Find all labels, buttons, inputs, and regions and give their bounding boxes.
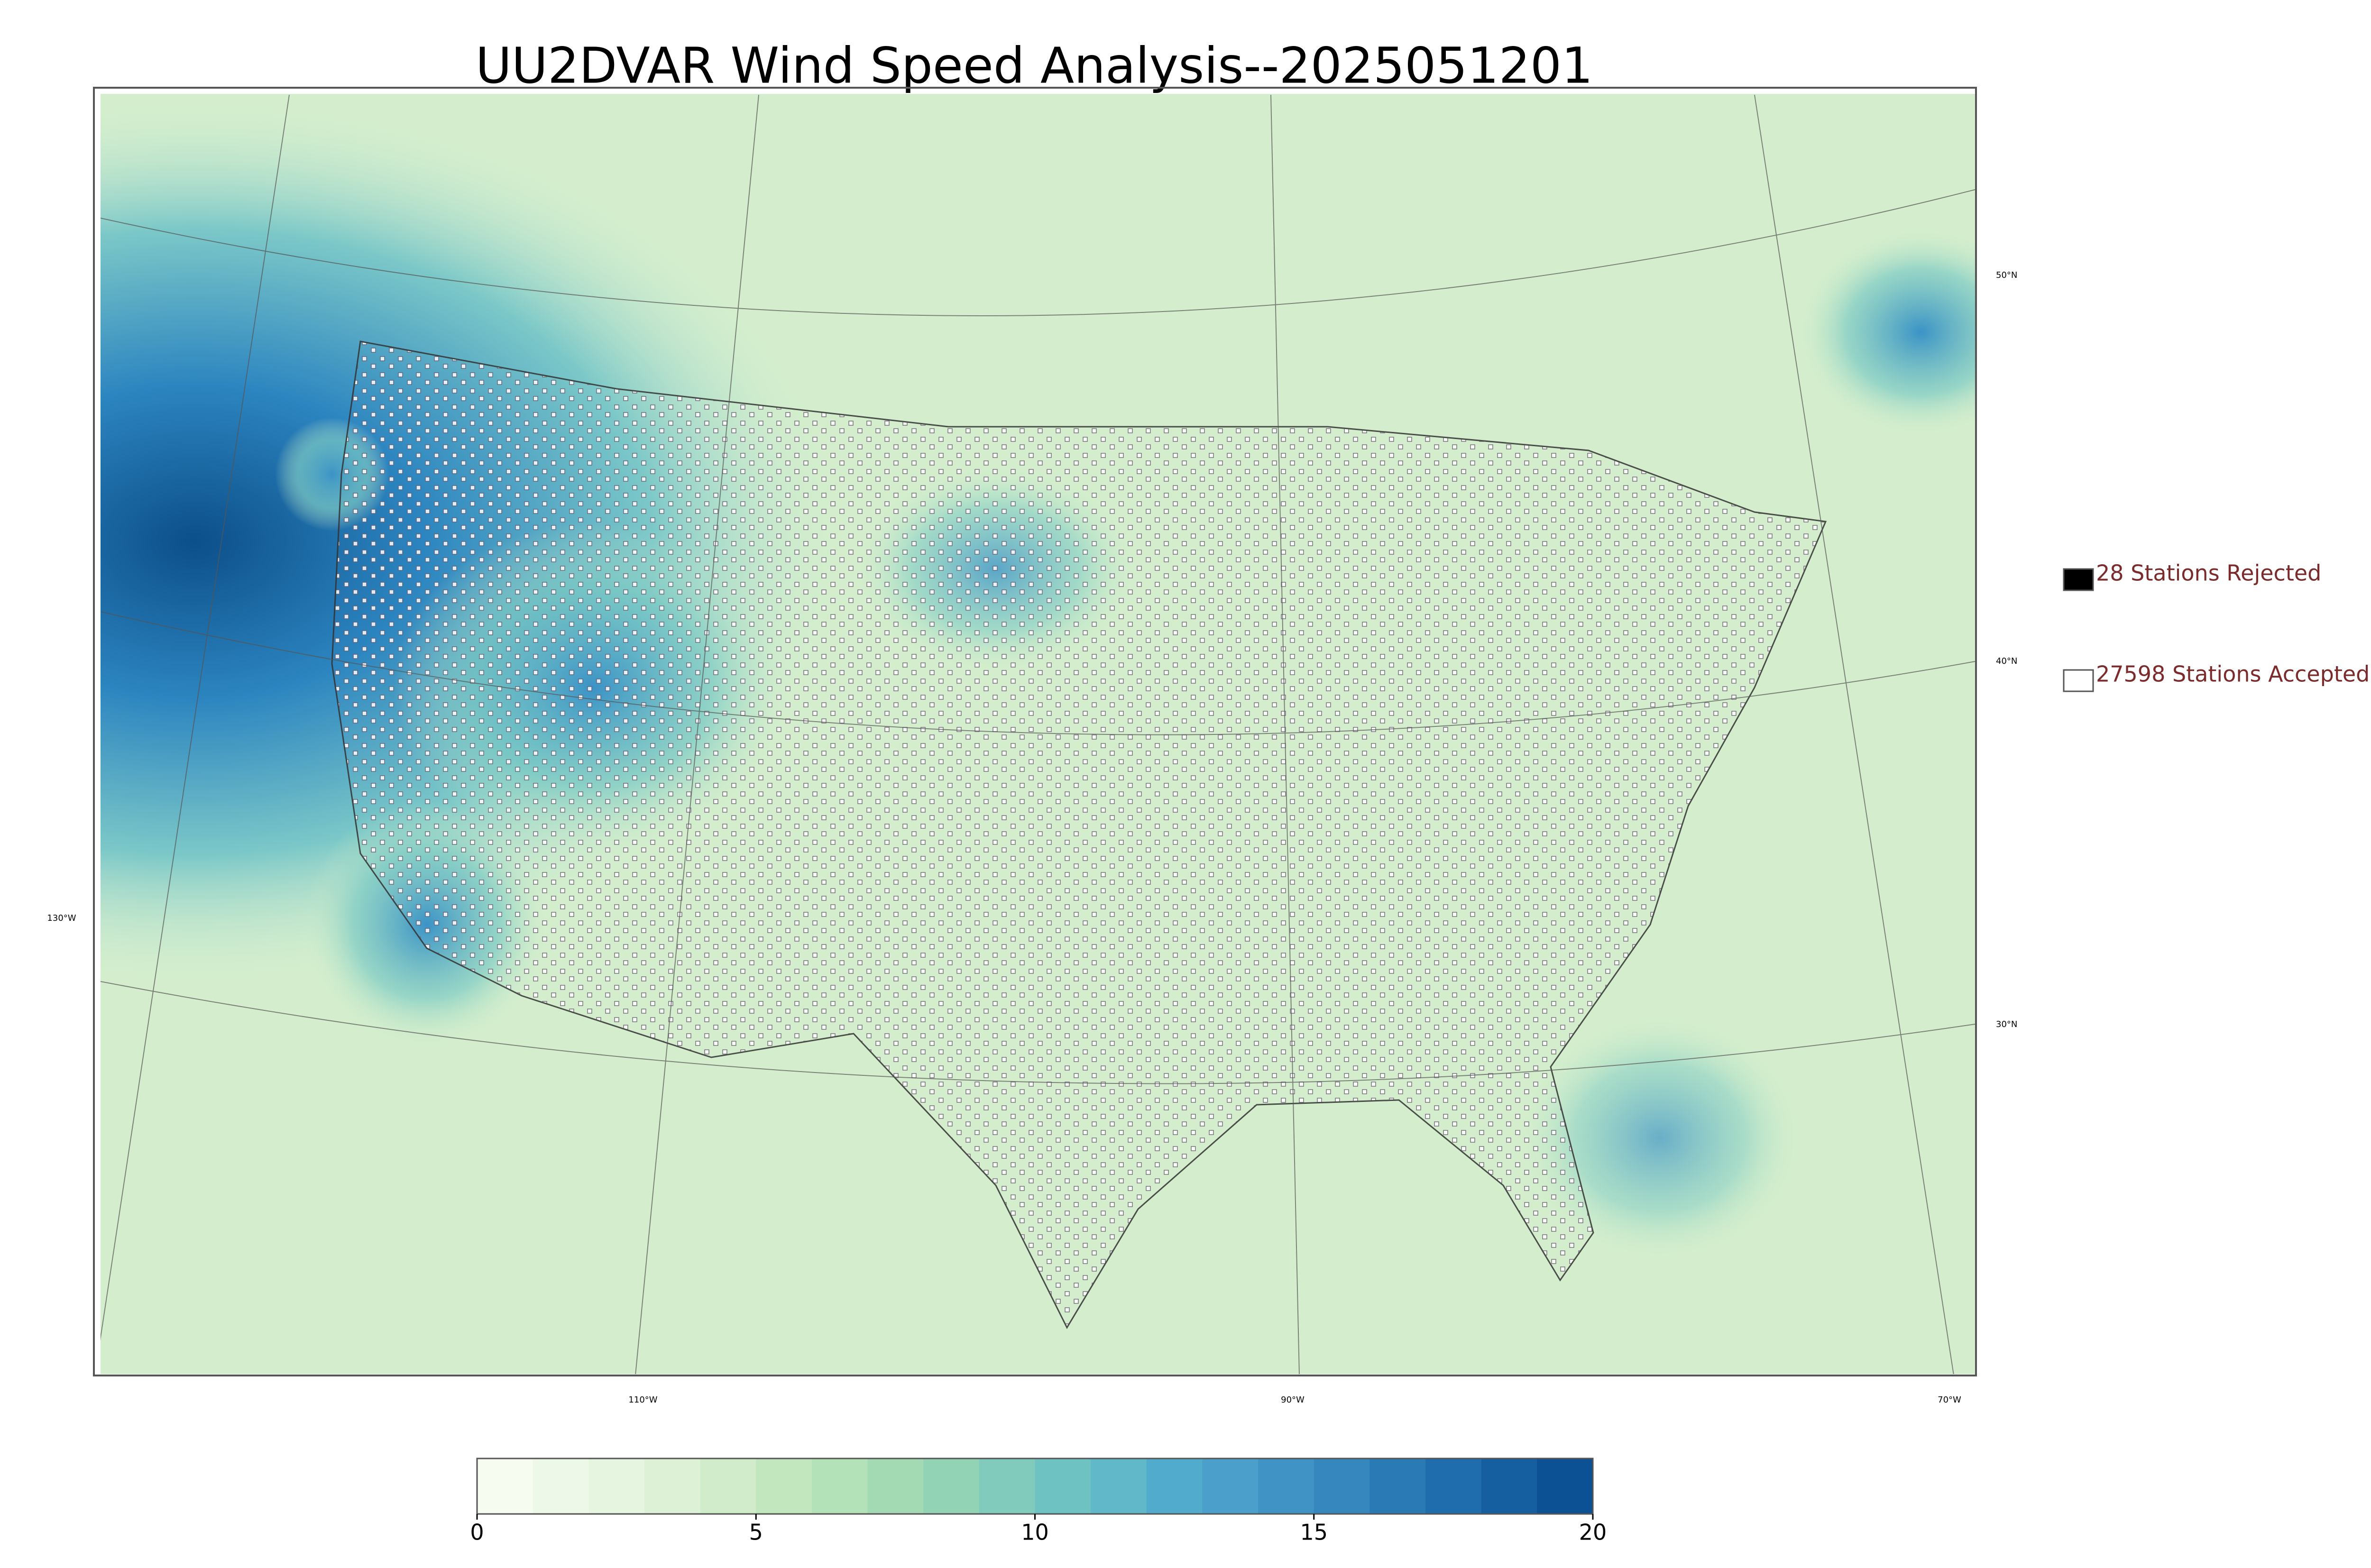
- legend-swatch: [2063, 568, 2094, 591]
- wind-patch: [1797, 228, 1975, 436]
- colorbar-segment: [923, 1458, 980, 1514]
- longitude-label: 110°W: [628, 1395, 657, 1405]
- colorbar-tick-label: 0: [470, 1520, 484, 1545]
- latitude-labels: 50°N 40°N 30°N: [1996, 270, 2017, 1029]
- colorbar-segment: [1314, 1458, 1370, 1514]
- colorbar-segment: [477, 1458, 533, 1514]
- legend: 28 Stations Rejected 27598 Stations Accep…: [2063, 560, 2370, 692]
- colorbar-segment: [1035, 1458, 1092, 1514]
- latitude-label: 50°N: [1996, 270, 2017, 280]
- map: [101, 94, 1975, 1374]
- latitude-label: 30°N: [1996, 1019, 2017, 1029]
- wind-patch: [1517, 1015, 1802, 1261]
- colorbar-tick-label: 10: [1021, 1520, 1049, 1545]
- longitude-label: 70°W: [1938, 1395, 1961, 1405]
- colorbar-tick-label: 15: [1300, 1520, 1328, 1545]
- colorbar-segment: [867, 1458, 924, 1514]
- colorbar-segment: [1202, 1458, 1259, 1514]
- colorbar-segment: [1146, 1458, 1203, 1514]
- title: UU2DVAR Wind Speed Analysis--2025051201: [476, 37, 1593, 94]
- colorbar-segment: [533, 1458, 589, 1514]
- colorbar-segment: [1537, 1458, 1593, 1514]
- colorbar-tick-label: 5: [749, 1520, 763, 1545]
- colorbar-segment: [811, 1458, 868, 1514]
- colorbar-segment: [1369, 1458, 1426, 1514]
- colorbar-segment: [588, 1458, 645, 1514]
- longitude-labels: 130°W 110°W 90°W 70°W: [47, 913, 1961, 1405]
- colorbar: 0 5 10 15 20: [470, 1458, 1607, 1545]
- map-frame: [93, 87, 1977, 1376]
- colorbar-segment: [700, 1458, 757, 1514]
- colorbar-segment: [756, 1458, 812, 1514]
- colorbar-segment: [1481, 1458, 1538, 1514]
- colorbar-tick-label: 20: [1579, 1520, 1607, 1545]
- colorbar-segment: [1258, 1458, 1314, 1514]
- colorbar-segment: [1425, 1458, 1482, 1514]
- latitude-label: 40°N: [1996, 656, 2017, 666]
- longitude-label: 90°W: [1281, 1395, 1305, 1405]
- colorbar-segment: [644, 1458, 701, 1514]
- longitude-label: 130°W: [47, 913, 76, 923]
- graticule: [101, 94, 1975, 1374]
- legend-label: 27598 Stations Accepted: [2096, 661, 2370, 687]
- colorbar-segment: [979, 1458, 1036, 1514]
- legend-swatch: [2063, 669, 2094, 692]
- colorbar-segment: [1091, 1458, 1147, 1514]
- legend-label: 28 Stations Rejected: [2096, 560, 2321, 586]
- station-network: [331, 340, 1827, 1330]
